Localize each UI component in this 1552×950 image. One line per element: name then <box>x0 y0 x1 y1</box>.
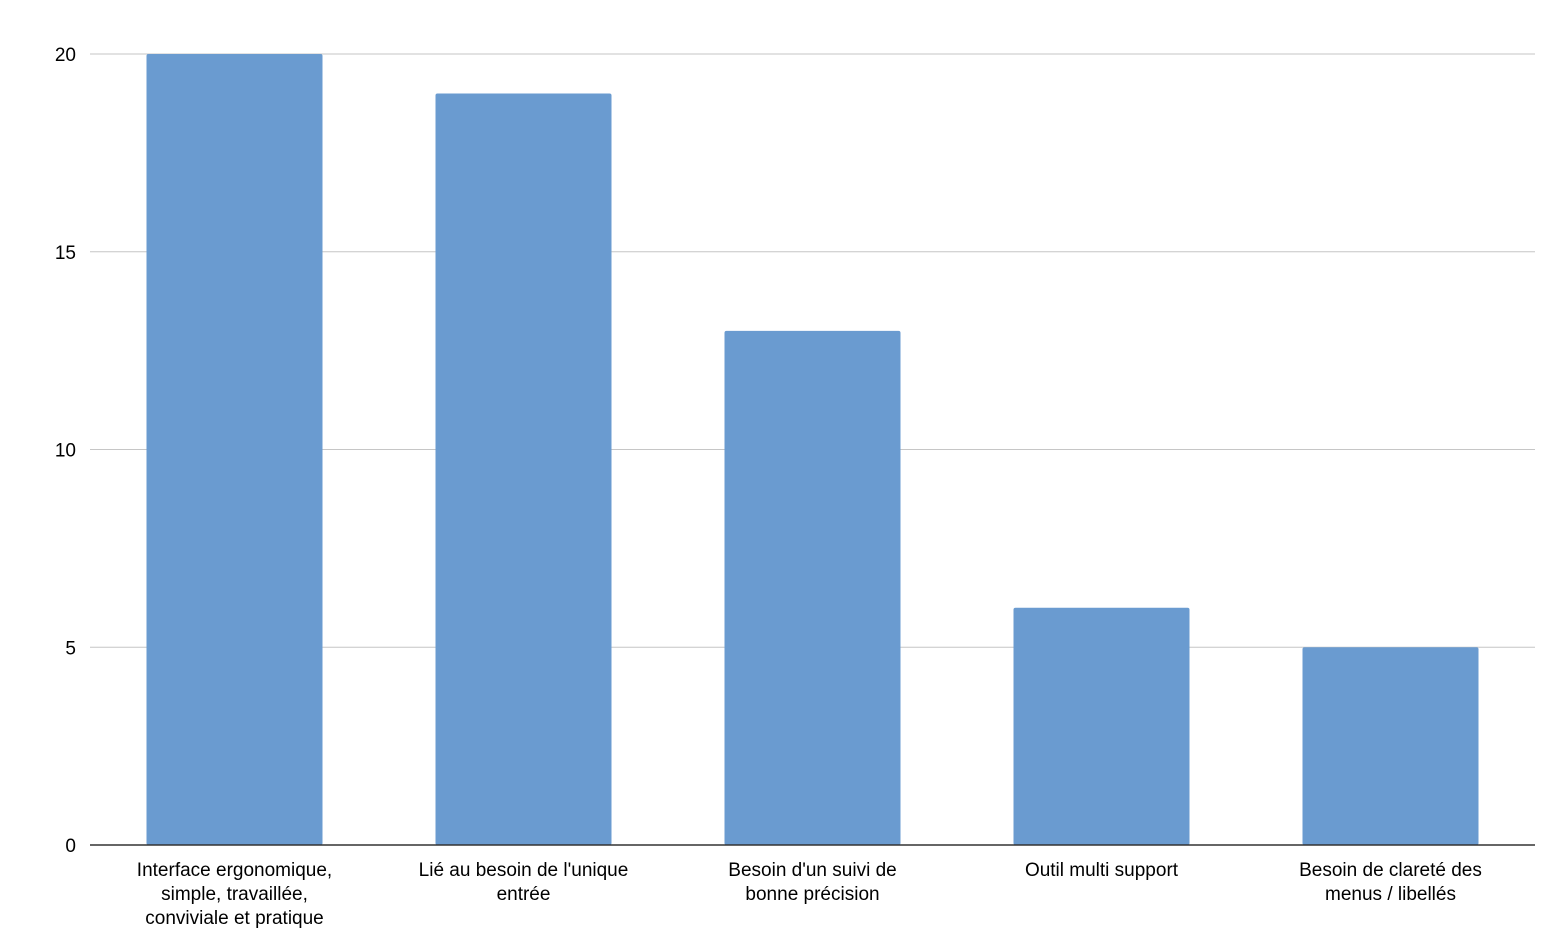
x-tick-label: Besoin d'un suivi de bonne précision <box>728 860 896 905</box>
x-tick-label-line: Lié au besoin de l'unique <box>419 860 629 881</box>
x-tick-label-line: Outil multi support <box>1025 860 1179 881</box>
y-tick-label: 5 <box>65 638 76 659</box>
x-axis-labels: Interface ergonomique, simple, travaillée… <box>137 860 1482 929</box>
x-tick-label-line: Besoin d'un suivi de <box>728 860 896 881</box>
bar-4 <box>1013 607 1190 845</box>
x-tick-label-line: menus / libellés <box>1325 884 1456 905</box>
x-tick-label: Besoin de clareté des menus / libellés <box>1299 860 1482 905</box>
x-tick-label-line: Besoin de clareté des <box>1299 860 1482 881</box>
x-tick-label-line: entrée <box>497 884 551 905</box>
bar-5 <box>1302 647 1479 845</box>
bar-3 <box>724 330 901 846</box>
bars <box>146 54 1479 846</box>
y-tick-label: 10 <box>55 441 76 462</box>
bar-2 <box>435 93 612 846</box>
y-axis-ticks: 0 5 10 15 20 <box>55 45 76 857</box>
x-tick-label-line: bonne précision <box>745 884 879 905</box>
y-tick-label: 15 <box>55 243 76 264</box>
x-tick-label-line: Interface ergonomique, <box>137 860 332 881</box>
x-tick-label: Outil multi support <box>1025 860 1179 881</box>
x-tick-label: Lié au besoin de l'unique entrée <box>419 860 629 905</box>
y-tick-label: 20 <box>55 45 76 66</box>
bar-1 <box>146 54 323 845</box>
x-tick-label-line: simple, travaillée, <box>161 884 308 905</box>
x-tick-label-line: conviviale et pratique <box>145 908 324 929</box>
y-tick-label: 0 <box>65 836 76 857</box>
x-tick-label: Interface ergonomique, simple, travaillée… <box>137 860 332 929</box>
